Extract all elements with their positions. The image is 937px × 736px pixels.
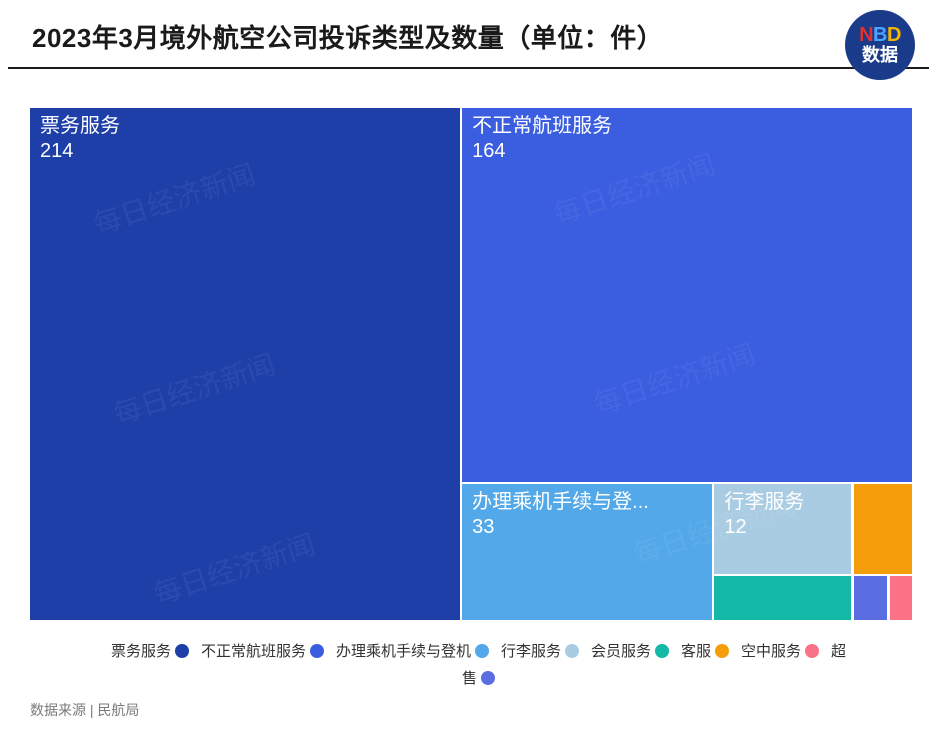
legend-item: 不正常航班服务 <box>201 638 324 665</box>
legend-swatch <box>655 644 669 658</box>
legend-swatch <box>175 644 189 658</box>
treemap-cell-label: 行李服务 <box>724 491 804 513</box>
legend-item: 空中服务 <box>741 638 819 665</box>
legend-label: 售 <box>462 670 477 687</box>
chart-title: 2023年3月境外航空公司投诉类型及数量（单位：件） <box>32 18 905 55</box>
legend-label: 不正常航班服务 <box>201 643 306 660</box>
treemap-cell <box>854 576 888 620</box>
data-source: 数据来源 | 民航局 <box>30 700 139 720</box>
treemap-cell-label: 不正常航班服务 <box>472 115 612 137</box>
legend-item: 票务服务 <box>111 638 189 665</box>
treemap-cell: 不正常航班服务164 <box>462 108 912 482</box>
legend-label: 客服 <box>681 643 711 660</box>
treemap-cell-value: 33 <box>472 515 702 540</box>
legend-swatch <box>475 644 489 658</box>
legend-label: 会员服务 <box>591 643 651 660</box>
legend-row: 售 <box>20 665 937 692</box>
treemap-cell-label: 票务服务 <box>40 115 120 137</box>
legend-item: 会员服务 <box>591 638 669 665</box>
treemap-cell: 办理乘机手续与登...33 <box>462 484 712 620</box>
legend-item: 超 <box>831 638 846 665</box>
treemap-cell <box>854 484 912 574</box>
legend-item: 客服 <box>681 638 729 665</box>
treemap-chart: 票务服务214不正常航班服务164办理乘机手续与登...33行李服务12每日经济… <box>30 108 912 620</box>
legend-row: 票务服务 不正常航班服务 办理乘机手续与登机 行李服务 会员服务 客服 空中服务 超 <box>20 638 937 665</box>
legend-label: 超 <box>831 643 846 660</box>
legend: 票务服务 不正常航班服务 办理乘机手续与登机 行李服务 会员服务 客服 空中服务 超售 <box>20 638 937 692</box>
legend-label: 空中服务 <box>741 643 801 660</box>
legend-swatch <box>715 644 729 658</box>
legend-swatch <box>310 644 324 658</box>
treemap-cell-value: 164 <box>472 139 902 164</box>
nbd-logo-latin: NBD <box>859 25 901 46</box>
treemap-cell-value: 214 <box>40 139 450 164</box>
treemap-cell: 票务服务214 <box>30 108 460 620</box>
treemap-cell <box>714 576 851 620</box>
legend-swatch <box>481 671 495 685</box>
legend-item: 办理乘机手续与登机 <box>336 638 489 665</box>
treemap-cell-value: 12 <box>724 515 841 540</box>
legend-swatch <box>805 644 819 658</box>
legend-label: 行李服务 <box>501 643 561 660</box>
treemap-cell <box>890 576 912 620</box>
legend-item: 售 <box>462 665 495 692</box>
legend-label: 票务服务 <box>111 643 171 660</box>
legend-swatch <box>565 644 579 658</box>
legend-item: 行李服务 <box>501 638 579 665</box>
legend-label: 办理乘机手续与登机 <box>336 643 471 660</box>
nbd-logo: NBD 数据 <box>845 10 915 80</box>
treemap-cell: 行李服务12 <box>714 484 851 574</box>
nbd-logo-cn: 数据 <box>862 46 898 65</box>
treemap-cell-label: 办理乘机手续与登... <box>472 491 649 513</box>
chart-header: 2023年3月境外航空公司投诉类型及数量（单位：件） NBD 数据 <box>8 0 929 69</box>
